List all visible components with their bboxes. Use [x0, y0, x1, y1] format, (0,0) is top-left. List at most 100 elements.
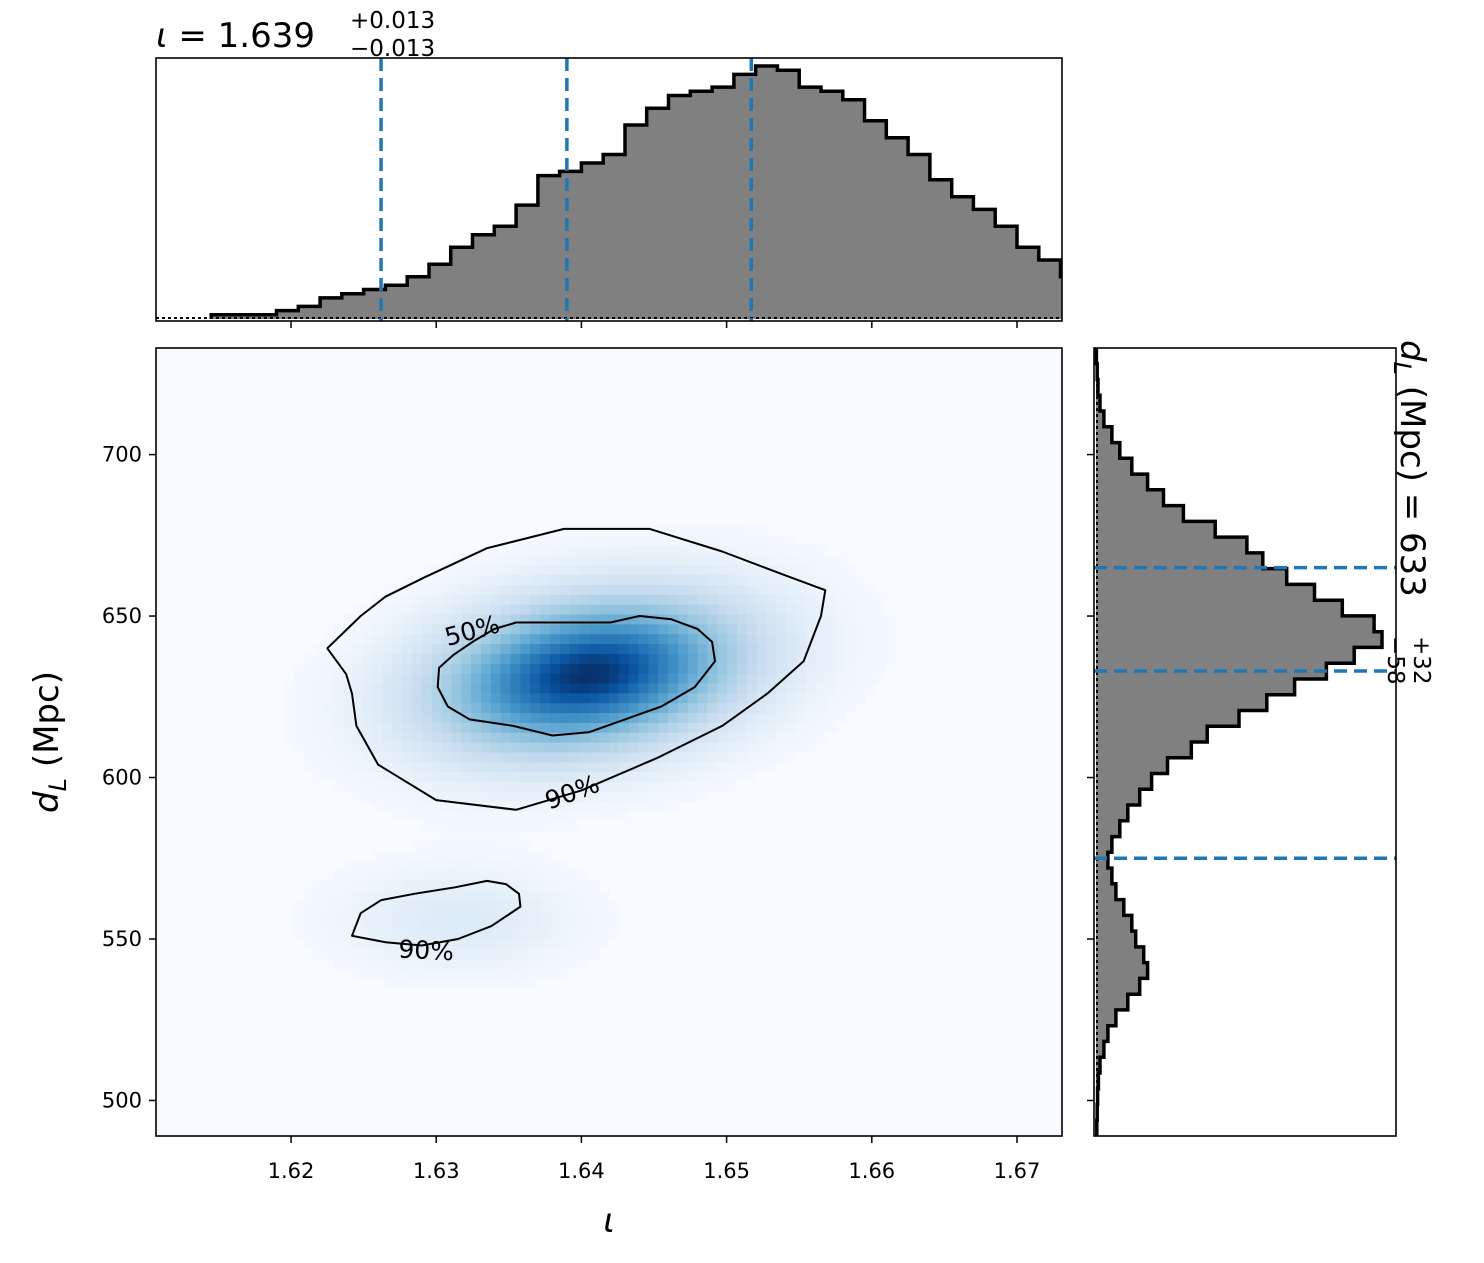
heatmap-cell	[490, 604, 502, 615]
heatmap-cell	[451, 643, 462, 654]
top-hist-bar	[450, 247, 473, 319]
heatmap-cell	[579, 673, 590, 684]
heatmap-cell	[746, 594, 758, 605]
heatmap-cell	[471, 732, 482, 743]
heatmap-cell	[658, 692, 669, 704]
heatmap-cell	[559, 761, 571, 773]
right-hist-bar	[1096, 868, 1112, 885]
heatmap-cell	[372, 919, 384, 930]
heatmap-cell	[402, 870, 413, 881]
heatmap-cell	[776, 623, 787, 635]
heatmap-cell	[372, 879, 384, 891]
top-hist-bar	[254, 314, 277, 319]
heatmap-cell	[412, 840, 423, 851]
heatmap-cell	[333, 909, 344, 920]
heatmap-cell	[569, 692, 581, 704]
heatmap-cell	[579, 761, 590, 773]
heatmap-cell	[530, 554, 541, 566]
heatmap-cell	[579, 574, 590, 585]
heatmap-cell	[658, 761, 669, 773]
heatmap-cell	[500, 545, 512, 556]
heatmap-cell	[303, 909, 315, 920]
heatmap-cell	[855, 604, 866, 615]
heatmap-cell	[461, 919, 472, 930]
heatmap-cell	[343, 643, 354, 654]
heatmap-cell	[412, 722, 423, 733]
heatmap-cell	[756, 623, 768, 635]
heatmap-cell	[687, 673, 699, 684]
heatmap-cell	[510, 643, 521, 654]
heatmap-cell	[500, 968, 512, 979]
heatmap-cell	[333, 870, 344, 881]
heatmap-cell	[609, 623, 620, 635]
heatmap-cell	[589, 742, 600, 753]
heatmap-cell	[737, 751, 748, 763]
heatmap-cell	[609, 574, 620, 585]
right-quantile-lines	[1094, 565, 1396, 861]
heatmap-cell	[510, 850, 521, 861]
heatmap-cell	[737, 545, 748, 556]
heatmap-cell	[382, 978, 393, 989]
heatmap-cell	[707, 535, 718, 546]
heatmap-cell	[451, 948, 462, 960]
heatmap-cell	[520, 761, 531, 773]
heatmap-cell	[510, 545, 521, 556]
heatmap-cell	[628, 692, 640, 704]
heatmap-cell	[490, 801, 502, 812]
heatmap-cell	[845, 594, 856, 605]
heatmap-cell	[421, 682, 433, 694]
heatmap-cell	[549, 613, 561, 625]
heatmap-cell	[323, 712, 334, 723]
heatmap-cell	[559, 870, 571, 881]
heatmap-cell	[372, 939, 384, 950]
heatmap-cell	[618, 604, 630, 615]
heatmap-cell	[618, 761, 630, 773]
heatmap-cell	[628, 584, 640, 595]
heatmap-cell	[490, 732, 502, 743]
heatmap-cell	[412, 663, 423, 674]
heatmap-cell	[480, 791, 492, 802]
top-hist-bar	[821, 91, 844, 319]
heatmap-cell	[530, 702, 541, 714]
heatmap-cell	[421, 929, 433, 940]
heatmap-cell	[796, 604, 807, 615]
heatmap-cell	[421, 919, 433, 930]
heatmap-cell	[530, 682, 541, 694]
heatmap-cell	[490, 810, 502, 822]
heatmap-cell	[707, 742, 718, 753]
heatmap-cell	[303, 742, 315, 753]
heatmap-cell	[668, 682, 679, 694]
heatmap-cell	[727, 564, 738, 576]
heatmap-cell	[687, 692, 699, 704]
heatmap-cell	[343, 653, 354, 664]
heatmap-cell	[530, 692, 541, 704]
heatmap-cell	[451, 860, 462, 871]
heatmap-cell	[549, 584, 561, 595]
heatmap-cell	[441, 958, 453, 970]
heatmap-cell	[599, 751, 610, 763]
heatmap-cell	[323, 771, 334, 782]
heatmap-cell	[530, 939, 541, 950]
heatmap-cell	[865, 673, 876, 684]
heatmap-cell	[480, 948, 492, 960]
heatmap-cell	[451, 554, 462, 566]
heatmap-cell	[451, 761, 462, 773]
heatmap-cell	[382, 663, 393, 674]
heatmap-cell	[737, 594, 748, 605]
heatmap-cell	[540, 948, 551, 960]
heatmap-cell	[372, 870, 384, 881]
heatmap-cell	[303, 751, 315, 763]
heatmap-cell	[658, 801, 669, 812]
heatmap-cell	[471, 830, 482, 842]
heatmap-cell	[796, 732, 807, 743]
heatmap-cell	[618, 574, 630, 585]
heatmap-cell	[343, 948, 354, 960]
heatmap-cell	[776, 554, 787, 566]
top-hist-bar	[1126, 302, 1148, 319]
heatmap-cell	[382, 879, 393, 891]
heatmap-cell	[461, 889, 472, 901]
heatmap-cell	[549, 820, 561, 832]
heatmap-cell	[569, 564, 581, 576]
heatmap-cell	[461, 850, 472, 861]
heatmap-cell	[737, 761, 748, 773]
